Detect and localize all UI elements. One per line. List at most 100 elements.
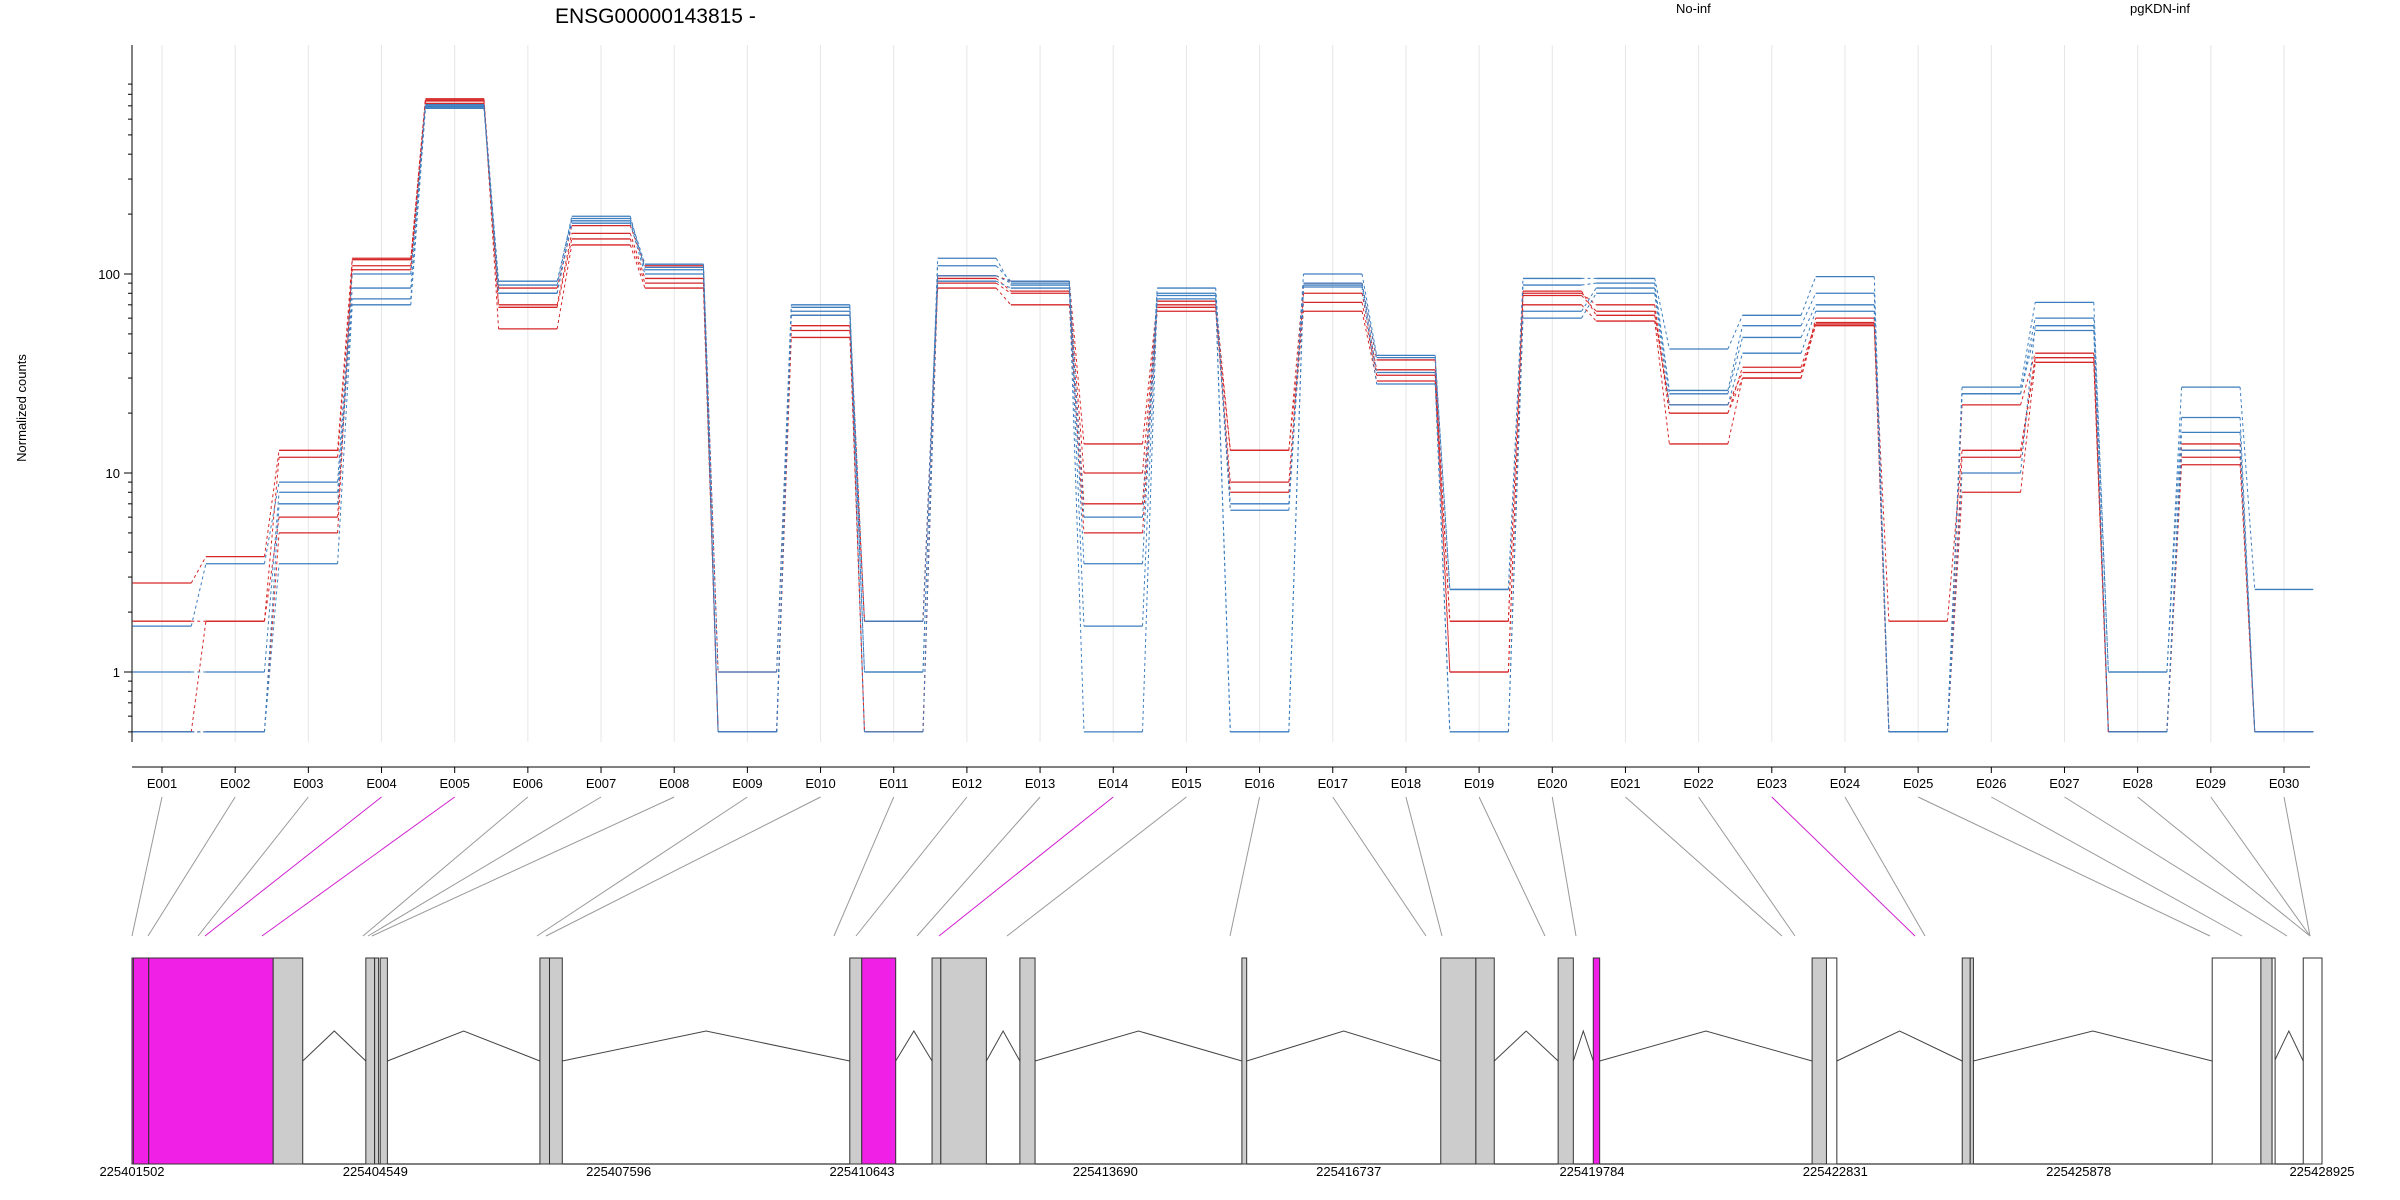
series-transition [263,503,280,732]
intron-line [1572,1029,1594,1062]
series-no-inf-2 [132,102,2314,733]
series-transition [410,108,426,305]
x-tick-label-e028: E028 [2122,776,2152,791]
y-tick-label: 100 [98,267,120,282]
series-transition [1288,293,1304,483]
series-transition [1068,293,1085,504]
series-pgkdn-inf-7 [132,107,2314,733]
intron-line [1034,1030,1243,1062]
series-transition [1434,357,1451,590]
series-transition [1288,311,1304,451]
series-transition [1215,311,1231,451]
genomic-tick-label: 225407596 [586,1164,651,1179]
series-transition [1873,311,1890,732]
connector-e002 [147,796,236,937]
series-transition [629,220,646,268]
genomic-tick-label: 225410643 [829,1164,894,1179]
connector-e019 [1478,796,1546,937]
series-transition [1727,367,1744,414]
series-transition [1727,377,1744,445]
connector-e013 [916,796,1041,937]
series-transition [410,104,426,289]
series-transition [995,258,1012,286]
series-transition [702,269,719,732]
connector-e008 [371,796,675,937]
exon-block-e028 [2302,957,2323,1165]
exon-block-e014 [940,957,987,1165]
series-transition [776,337,792,732]
series-transition [1434,359,1451,673]
series-transition [1215,288,1231,504]
connector-e024 [1844,796,1926,937]
series-transition [1800,276,1817,316]
exon-block-e026 [2260,957,2273,1165]
series-transition [1946,450,1963,622]
series-transition [2093,330,2109,732]
series-transition [1946,393,1963,732]
exon-block-e021 [1811,957,1827,1165]
x-tick-label-e008: E008 [659,776,689,791]
series-transition [1288,285,1304,511]
exon-block-e024 [1969,957,1974,1165]
series-transition [1215,301,1231,451]
series-transition [2020,362,2036,493]
connector-e025 [1917,796,2211,937]
series-transition [1800,311,1817,354]
exon-block-e011 [849,957,863,1165]
exon-block-e005 [272,957,304,1165]
exon-block-e019 [1557,957,1574,1165]
series-transition [1654,293,1670,405]
series-transition [1361,273,1378,356]
genomic-tick-label: 225416737 [1316,1164,1381,1179]
x-tick-label-e009: E009 [732,776,762,791]
series-transition [849,315,865,732]
connector-e005 [261,796,455,937]
series-transition [410,98,426,260]
series-transition [2020,357,2036,458]
connector-e021 [1625,796,1783,937]
exon-block-e015 [1019,957,1036,1165]
x-tick-label-e004: E004 [366,776,396,791]
x-tick-label-e020: E020 [1537,776,1567,791]
x-tick-label-e021: E021 [1610,776,1640,791]
series-transition [1727,315,1743,350]
intron-line [1246,1030,1441,1062]
series-transition [483,108,500,294]
connector-e028 [2137,796,2311,937]
genomic-tick-label: 225422831 [1803,1164,1868,1179]
x-tick-label-e011: E011 [879,776,908,791]
series-transition [1142,288,1158,564]
series-transition [2020,353,2036,405]
x-tick-label-e027: E027 [2049,776,2079,791]
intron-line [387,1030,541,1062]
x-tick-label-e019: E019 [1464,776,1494,791]
series-transition [2093,318,2109,673]
series-transition [2020,325,2036,474]
series-transition [190,563,207,627]
exon-block-e007 [374,957,380,1165]
series-transition [849,311,865,622]
series-transition [556,220,573,294]
exon-block-e013 [931,957,942,1165]
series-transition [629,244,646,289]
series-transition [1654,283,1670,391]
series-transition [629,223,646,275]
exon-connector-lines [131,796,2311,937]
series-transition [483,105,500,282]
series-transition [995,287,1012,306]
series-transition [1581,304,1597,322]
x-tick-label-e002: E002 [220,776,250,791]
series-transition [1800,322,1817,368]
plot-area: 1 10 100 E001 E002 E003 E004 E005 E006 E007 E008 E0… [98,45,2314,791]
x-tick-label-e001: E001 [147,776,177,791]
series-transition [922,275,939,622]
connector-e010 [545,796,821,937]
intron-line [1973,1030,2213,1062]
series-transition [1946,387,1963,732]
connector-e023 [1771,796,1916,937]
connector-e001 [131,796,163,937]
legend-label-pgkdn-inf: pgKDN-inf [2130,1,2190,16]
exon-block-e009 [539,957,551,1165]
gene-model-track: 225401502 225404549 225407596 225410643 2254… [99,957,2355,1179]
